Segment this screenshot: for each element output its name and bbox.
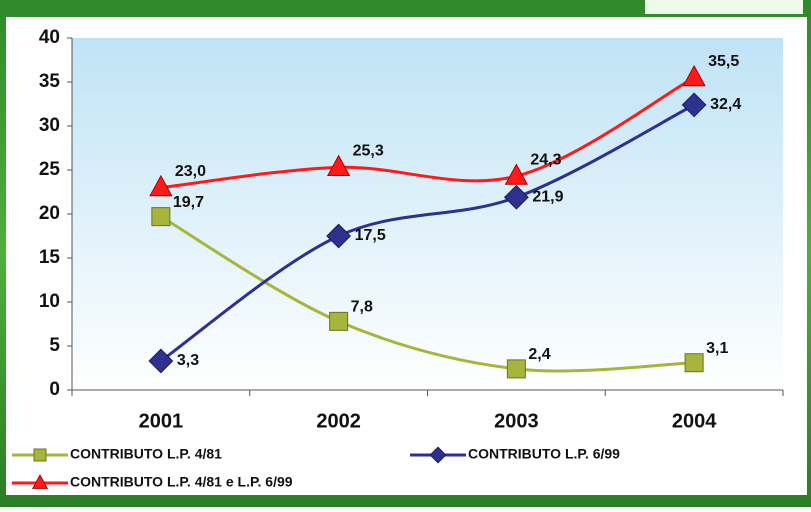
y-tick-label: 30 (39, 115, 60, 136)
x-tick-label: 2003 (494, 410, 539, 432)
data-label: 35,5 (708, 53, 739, 70)
data-label: 32,4 (710, 96, 741, 113)
marker (31, 474, 49, 489)
data-label: 24,3 (530, 151, 561, 168)
y-tick-label: 5 (49, 335, 60, 356)
y-tick-label: 20 (39, 203, 60, 224)
y-tick-label: 35 (39, 71, 61, 92)
data-label: 3,1 (706, 340, 728, 357)
data-label: 17,5 (355, 227, 386, 244)
x-tick-label: 2001 (139, 410, 184, 432)
data-label: 2,4 (528, 346, 550, 363)
data-label: 19,7 (173, 194, 204, 211)
data-label: 25,3 (353, 143, 384, 160)
marker (329, 311, 349, 331)
data-label: 3,3 (177, 352, 199, 369)
marker (326, 154, 351, 176)
marker (682, 64, 706, 87)
series-line (160, 76, 695, 190)
legend-label: CONTRIBUTO L.P. 4/81 (70, 446, 222, 462)
series-line (160, 103, 695, 363)
marker (506, 359, 526, 379)
data-label: 7,8 (351, 299, 373, 316)
data-label: 23,0 (175, 163, 206, 180)
y-tick-label: 15 (39, 247, 61, 268)
x-tick-label: 2002 (316, 410, 361, 432)
decoration (645, 0, 803, 14)
marker (151, 207, 171, 227)
y-tick-label: 25 (39, 159, 61, 180)
marker (33, 448, 47, 462)
y-tick-label: 0 (49, 379, 60, 400)
y-tick-label: 10 (39, 291, 60, 312)
data-label: 21,9 (532, 188, 563, 205)
marker (504, 163, 529, 185)
marker (684, 353, 704, 373)
y-tick-label: 40 (39, 27, 60, 48)
series-line (160, 215, 695, 373)
x-tick-label: 2004 (672, 410, 717, 432)
marker (149, 174, 173, 197)
marker (148, 348, 174, 374)
marker (326, 223, 352, 249)
marker (681, 92, 707, 118)
marker (429, 446, 447, 464)
legend-label: CONTRIBUTO L.P. 6/99 (468, 446, 620, 462)
marker (503, 184, 529, 210)
legend-label: CONTRIBUTO L.P. 4/81 e L.P. 6/99 (70, 474, 293, 490)
